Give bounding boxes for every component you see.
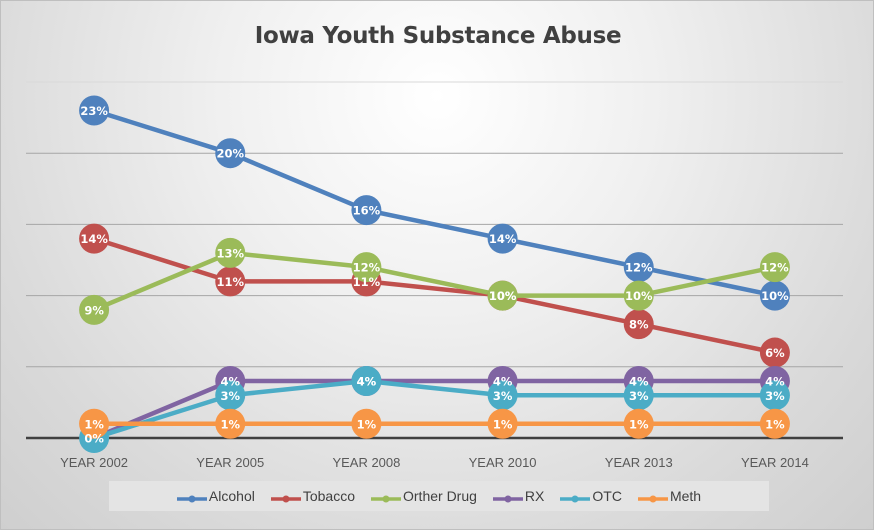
data-label-rx: 4% xyxy=(220,375,240,389)
data-point-tobacco xyxy=(623,309,654,340)
legend-item-alcohol: Alcohol xyxy=(175,488,255,504)
data-label-orther-drug: 10% xyxy=(625,289,653,303)
data-point-alcohol xyxy=(487,223,518,254)
data-point-meth xyxy=(623,408,654,439)
data-label-otc: 3% xyxy=(220,389,240,403)
data-label-meth: 1% xyxy=(84,417,104,431)
data-label-orther-drug: 10% xyxy=(489,289,517,303)
data-label-otc: 0% xyxy=(84,432,104,446)
data-point-otc xyxy=(351,366,382,397)
data-label-orther-drug: 12% xyxy=(761,261,789,275)
legend: Alcohol Tobacco Orther Drug RX OTC Meth xyxy=(109,481,769,511)
legend-item-tobacco: Tobacco xyxy=(269,488,355,504)
legend-marker-icon xyxy=(636,491,670,503)
data-point-meth xyxy=(487,408,518,439)
data-label-otc: 4% xyxy=(357,375,377,389)
data-point-meth xyxy=(759,408,790,439)
legend-label: RX xyxy=(524,488,545,504)
data-label-alcohol: 10% xyxy=(761,289,789,303)
x-tick-label: YEAR 2008 xyxy=(332,455,400,470)
data-label-alcohol: 23% xyxy=(80,104,108,118)
data-point-alcohol xyxy=(623,252,654,283)
data-point-tobacco xyxy=(759,337,790,368)
legend-marker-icon xyxy=(491,491,525,503)
data-point-otc xyxy=(759,380,790,411)
data-point-meth xyxy=(79,408,110,439)
chart-title: Iowa Youth Substance Abuse xyxy=(254,23,622,49)
data-point-tobacco xyxy=(215,266,246,297)
data-label-alcohol: 14% xyxy=(489,232,517,246)
legend-marker-icon xyxy=(175,491,209,503)
data-label-tobacco: 6% xyxy=(765,346,785,360)
data-label-meth: 1% xyxy=(357,417,377,431)
data-point-otc xyxy=(623,380,654,411)
data-point-orther-drug xyxy=(215,237,246,268)
x-tick-label: YEAR 2005 xyxy=(196,455,264,470)
data-label-tobacco: 14% xyxy=(80,232,108,246)
data-label-otc: 3% xyxy=(493,389,513,403)
data-point-orther-drug xyxy=(623,280,654,311)
series-line-tobacco xyxy=(93,236,776,355)
data-point-orther-drug xyxy=(79,294,110,325)
legend-marker-icon xyxy=(269,491,303,503)
data-label-alcohol: 20% xyxy=(216,147,244,161)
x-tick-label: YEAR 2010 xyxy=(469,455,537,470)
data-label-rx: 4% xyxy=(629,375,649,389)
legend-label: Orther Drug xyxy=(403,488,477,504)
legend-label: Alcohol xyxy=(208,488,255,504)
data-point-orther-drug xyxy=(759,252,790,283)
data-label-orther-drug: 9% xyxy=(84,303,104,317)
data-label-meth: 1% xyxy=(493,417,513,431)
data-label-alcohol: 16% xyxy=(353,204,381,218)
data-point-orther-drug xyxy=(487,280,518,311)
data-point-meth xyxy=(351,408,382,439)
data-label-rx: 4% xyxy=(493,375,513,389)
series-line-alcohol xyxy=(93,108,776,298)
legend-item-meth: Meth xyxy=(636,488,702,504)
series-line-otc xyxy=(93,378,775,441)
data-point-tobacco xyxy=(79,223,110,254)
data-point-orther-drug xyxy=(351,252,382,283)
data-point-otc xyxy=(487,380,518,411)
data-point-otc xyxy=(215,380,246,411)
x-tick-label: YEAR 2013 xyxy=(605,455,673,470)
legend-label: Tobacco xyxy=(302,488,355,504)
legend-marker-icon xyxy=(369,491,403,503)
data-point-meth xyxy=(215,408,246,439)
data-label-orther-drug: 12% xyxy=(353,261,381,275)
data-point-alcohol xyxy=(351,195,382,226)
series-line-orther-drug xyxy=(93,250,776,312)
legend-label: Meth xyxy=(669,488,702,504)
legend-label: OTC xyxy=(592,488,622,504)
legend-item-otc: OTC xyxy=(558,488,622,504)
data-label-orther-drug: 13% xyxy=(216,246,244,260)
data-label-rx: 4% xyxy=(765,375,785,389)
data-label-meth: 1% xyxy=(629,417,649,431)
data-label-otc: 3% xyxy=(765,389,785,403)
legend-marker-icon xyxy=(558,491,593,503)
x-tick-label: YEAR 2014 xyxy=(741,455,809,470)
data-label-meth: 1% xyxy=(220,417,240,431)
data-label-meth: 1% xyxy=(765,417,785,431)
data-label-otc: 3% xyxy=(629,389,649,403)
x-tick-label: YEAR 2002 xyxy=(60,455,128,470)
data-point-alcohol xyxy=(79,95,110,126)
series-line-rx xyxy=(93,378,775,441)
data-point-alcohol xyxy=(215,138,246,169)
data-label-rx: 4% xyxy=(357,375,377,389)
data-label-tobacco: 10% xyxy=(489,289,517,303)
data-label-tobacco: 8% xyxy=(629,318,649,332)
legend-item-orther-drug: Orther Drug xyxy=(369,488,477,504)
data-label-tobacco: 11% xyxy=(216,275,244,289)
data-label-tobacco: 11% xyxy=(353,275,381,289)
data-label-alcohol: 12% xyxy=(625,261,653,275)
data-point-alcohol xyxy=(759,280,790,311)
legend-item-rx: RX xyxy=(491,488,545,504)
